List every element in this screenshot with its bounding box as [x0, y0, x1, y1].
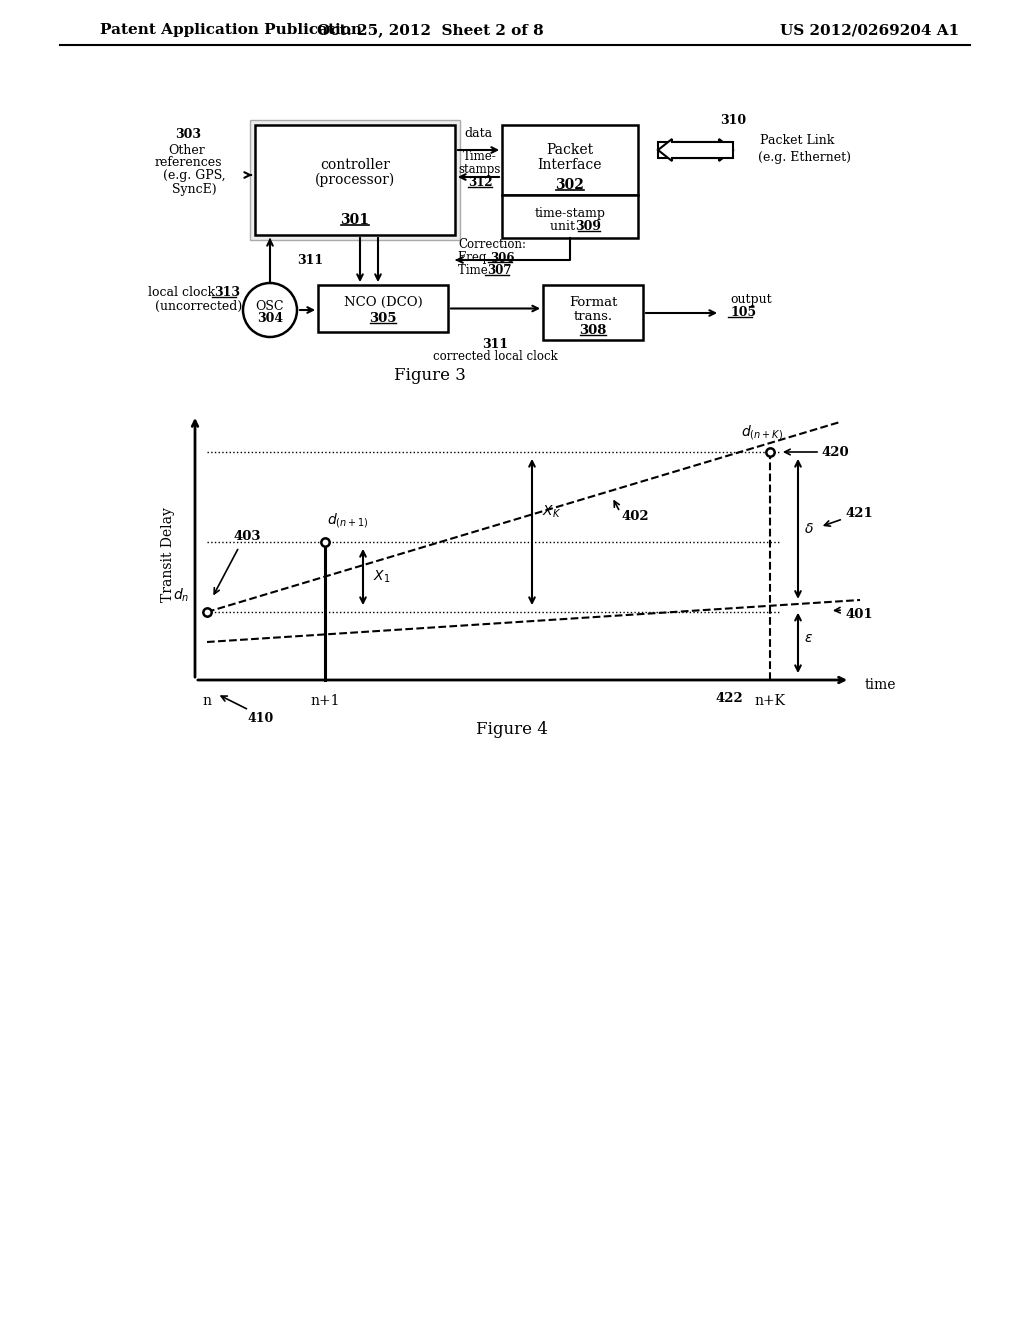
Text: 420: 420: [822, 446, 850, 458]
Text: $d_{(n+K)}$: $d_{(n+K)}$: [741, 422, 783, 442]
Text: time-stamp: time-stamp: [535, 206, 605, 219]
Text: (processor): (processor): [314, 173, 395, 187]
Text: $X_1$: $X_1$: [373, 569, 390, 585]
Text: Format: Format: [568, 296, 617, 309]
Text: time: time: [865, 678, 896, 692]
Text: Time-: Time-: [463, 150, 497, 164]
Text: (e.g. Ethernet): (e.g. Ethernet): [758, 150, 851, 164]
Text: $\varepsilon$: $\varepsilon$: [804, 631, 813, 645]
Text: (e.g. GPS,: (e.g. GPS,: [163, 169, 225, 182]
Text: (uncorrected): (uncorrected): [155, 300, 243, 313]
FancyBboxPatch shape: [543, 285, 643, 341]
Text: Figure 3: Figure 3: [394, 367, 466, 384]
Text: n: n: [203, 694, 212, 708]
Text: Other: Other: [168, 144, 205, 157]
Text: US 2012/0269204 A1: US 2012/0269204 A1: [780, 22, 959, 37]
FancyBboxPatch shape: [318, 285, 449, 333]
Text: 402: 402: [622, 511, 649, 524]
Text: $X_K$: $X_K$: [542, 504, 561, 520]
Text: 302: 302: [556, 178, 585, 191]
Text: 303: 303: [175, 128, 201, 141]
Text: 401: 401: [845, 609, 872, 622]
Text: data: data: [465, 127, 493, 140]
Text: 305: 305: [370, 312, 396, 325]
Text: OSC: OSC: [256, 300, 285, 313]
Text: Patent Application Publication: Patent Application Publication: [100, 22, 362, 37]
Text: Freq.: Freq.: [458, 252, 494, 264]
Text: local clock: local clock: [148, 286, 219, 300]
Text: 306: 306: [490, 252, 514, 264]
FancyBboxPatch shape: [250, 120, 460, 240]
Text: Figure 4: Figure 4: [476, 722, 548, 738]
Text: Correction:: Correction:: [458, 239, 526, 252]
Text: 312: 312: [468, 177, 493, 190]
Text: Packet: Packet: [547, 143, 594, 157]
Text: NCO (DCO): NCO (DCO): [344, 296, 422, 309]
FancyBboxPatch shape: [255, 125, 455, 235]
Text: 403: 403: [233, 531, 261, 544]
Text: 307: 307: [487, 264, 512, 277]
Text: 311: 311: [297, 253, 323, 267]
Text: n+1: n+1: [310, 694, 340, 708]
Text: unit: unit: [551, 220, 580, 234]
Text: 308: 308: [580, 323, 606, 337]
Text: output: output: [730, 293, 772, 306]
Text: stamps: stamps: [459, 164, 501, 177]
Text: 304: 304: [257, 312, 283, 325]
Text: Time: Time: [458, 264, 492, 277]
Text: controller: controller: [321, 158, 390, 172]
Text: Interface: Interface: [538, 158, 602, 172]
FancyBboxPatch shape: [502, 125, 638, 195]
Circle shape: [243, 282, 297, 337]
Text: $d_n$: $d_n$: [173, 586, 189, 605]
Text: 422: 422: [715, 692, 742, 705]
Text: Transit Delay: Transit Delay: [161, 508, 175, 602]
Text: 410: 410: [247, 711, 273, 725]
Text: 309: 309: [575, 220, 601, 234]
Text: 313: 313: [214, 286, 240, 300]
Text: 311: 311: [482, 338, 509, 351]
Text: SyncE): SyncE): [172, 182, 217, 195]
Text: corrected local clock: corrected local clock: [433, 351, 558, 363]
Text: 105: 105: [730, 306, 756, 319]
Text: 310: 310: [720, 114, 746, 127]
FancyArrow shape: [658, 139, 733, 161]
FancyBboxPatch shape: [502, 195, 638, 238]
Text: 301: 301: [341, 213, 370, 227]
Text: n+K: n+K: [755, 694, 785, 708]
Text: references: references: [155, 157, 222, 169]
Text: Oct. 25, 2012  Sheet 2 of 8: Oct. 25, 2012 Sheet 2 of 8: [316, 22, 544, 37]
FancyArrow shape: [658, 139, 733, 161]
Text: Packet Link: Packet Link: [760, 133, 835, 147]
Text: $d_{(n+1)}$: $d_{(n+1)}$: [327, 511, 369, 531]
Text: $\delta$: $\delta$: [804, 521, 814, 536]
Text: trans.: trans.: [573, 309, 612, 322]
Text: 421: 421: [845, 507, 872, 520]
